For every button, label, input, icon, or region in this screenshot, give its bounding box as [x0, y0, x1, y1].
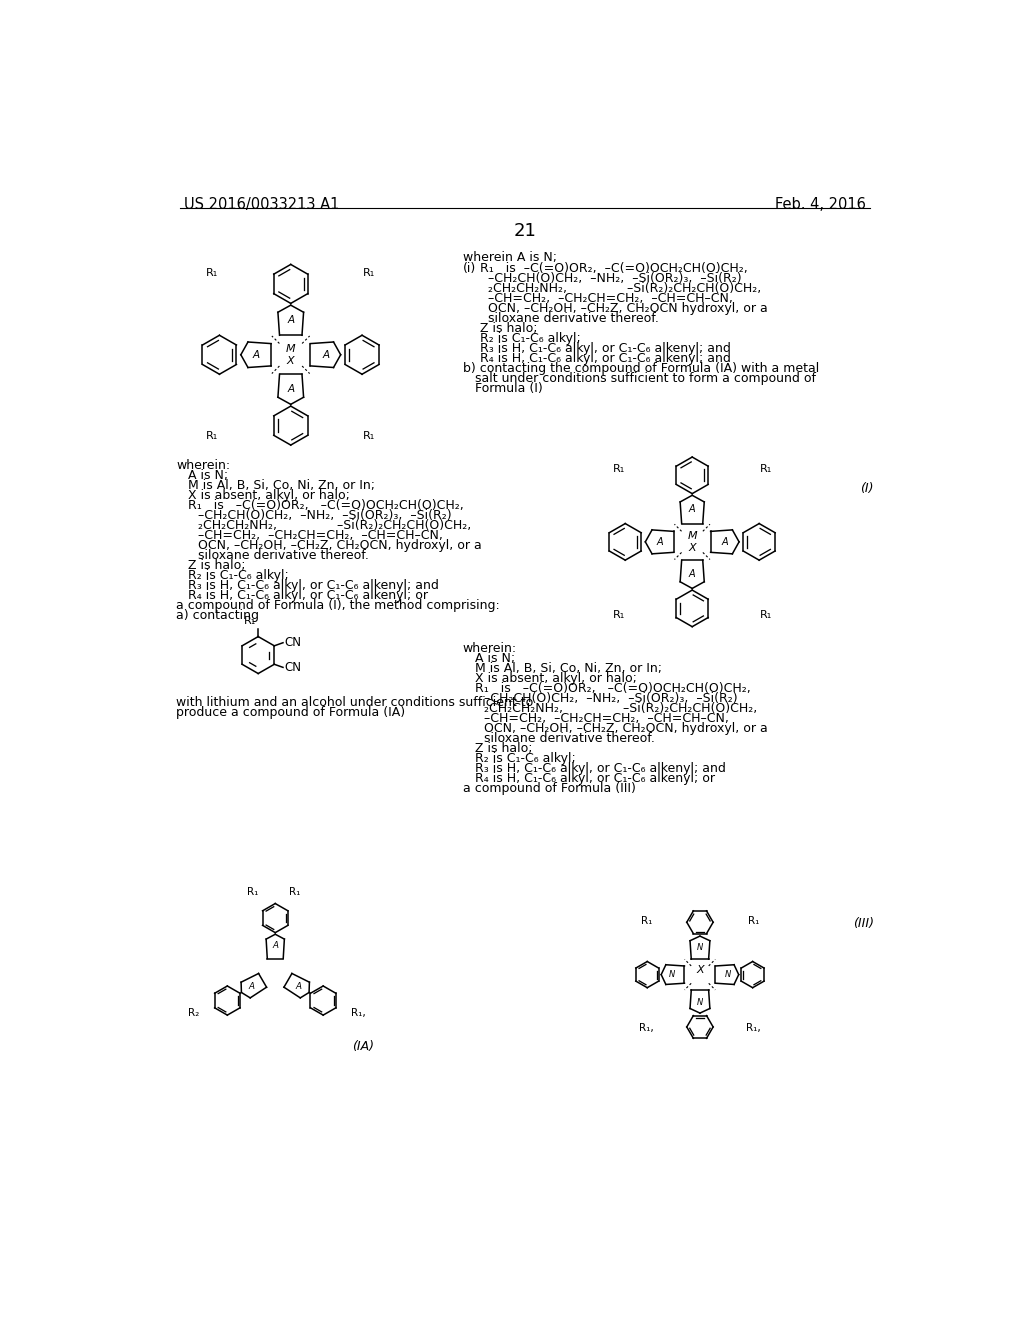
- Text: –CH₂CH(O)CH₂,  –NH₂,  –Si(OR₂)₃,  –Si(R₂): –CH₂CH(O)CH₂, –NH₂, –Si(OR₂)₃, –Si(R₂): [488, 272, 742, 285]
- Text: R₃ is H, C₁-C₆ alkyl, or C₁-C₆ alkenyl; and: R₃ is H, C₁-C₆ alkyl, or C₁-C₆ alkenyl; …: [480, 342, 731, 355]
- Text: Formula (I): Formula (I): [475, 383, 543, 396]
- Text: –CH=CH₂,  –CH₂CH=CH₂,  –CH=CH–CN,: –CH=CH₂, –CH₂CH=CH₂, –CH=CH–CN,: [488, 293, 733, 305]
- Text: siloxane derivative thereof.: siloxane derivative thereof.: [484, 733, 655, 744]
- Text: A: A: [689, 569, 695, 579]
- Text: X: X: [688, 543, 696, 553]
- Text: R₁: R₁: [289, 887, 301, 898]
- Text: wherein:: wherein:: [176, 459, 230, 471]
- Text: R₁,: R₁,: [746, 1023, 761, 1034]
- Text: 21: 21: [513, 222, 537, 239]
- Text: R₄ is H, C₁-C₆ alkyl, or C₁-C₆ alkenyl; and: R₄ is H, C₁-C₆ alkyl, or C₁-C₆ alkenyl; …: [480, 352, 731, 366]
- Text: R₄ is H, C₁-C₆ alkyl, or C₁-C₆ alkenyl; or: R₄ is H, C₁-C₆ alkyl, or C₁-C₆ alkenyl; …: [475, 772, 715, 785]
- Text: A is N;: A is N;: [475, 652, 515, 665]
- Text: a) contacting: a) contacting: [176, 609, 259, 622]
- Text: R₁: R₁: [748, 916, 760, 927]
- Text: R₂ is C₁-C₆ alkyl;: R₂ is C₁-C₆ alkyl;: [475, 752, 575, 766]
- Text: CN: CN: [285, 636, 301, 649]
- Text: OCN, –CH₂OH, –CH₂Z, CH₂OCN hydroxyl, or a: OCN, –CH₂OH, –CH₂Z, CH₂OCN hydroxyl, or …: [488, 302, 768, 315]
- Text: A: A: [287, 384, 294, 395]
- Text: R₃ is H, C₁-C₆ alkyl, or C₁-C₆ alkenyl; and: R₃ is H, C₁-C₆ alkyl, or C₁-C₆ alkenyl; …: [188, 579, 439, 591]
- Text: M: M: [687, 531, 697, 541]
- Text: R₁   is  –C(=O)OR₂,  –C(=O)OCH₂CH(O)CH₂,: R₁ is –C(=O)OR₂, –C(=O)OCH₂CH(O)CH₂,: [480, 261, 748, 275]
- Text: R₁: R₁: [206, 432, 218, 441]
- Text: (III): (III): [853, 917, 873, 929]
- Text: A: A: [252, 350, 259, 360]
- Text: a compound of Formula (I), the method comprising:: a compound of Formula (I), the method co…: [176, 599, 500, 612]
- Text: A: A: [272, 941, 279, 950]
- Text: A: A: [296, 982, 302, 991]
- Text: a compound of Formula (III): a compound of Formula (III): [463, 781, 636, 795]
- Text: wherein A is N;: wherein A is N;: [463, 251, 557, 264]
- Text: R₁: R₁: [612, 463, 625, 474]
- Text: N: N: [696, 998, 703, 1007]
- Text: –CH₂CH(O)CH₂,  –NH₂,  –Si(OR₂)₃,  –Si(R₂): –CH₂CH(O)CH₂, –NH₂, –Si(OR₂)₃, –Si(R₂): [484, 692, 738, 705]
- Text: –CH₂CH(O)CH₂,  –NH₂,  –Si(OR₂)₃,  –Si(R₂): –CH₂CH(O)CH₂, –NH₂, –Si(OR₂)₃, –Si(R₂): [198, 508, 452, 521]
- Text: ₂CH₂CH₂NH₂,               –Si(R₂)₂CH₂CH(O)CH₂,: ₂CH₂CH₂NH₂, –Si(R₂)₂CH₂CH(O)CH₂,: [198, 519, 471, 532]
- Text: R₁: R₁: [247, 887, 258, 898]
- Text: N: N: [670, 970, 676, 979]
- Text: R₁: R₁: [206, 268, 218, 279]
- Text: Z is halo;: Z is halo;: [480, 322, 538, 335]
- Text: siloxane derivative thereof.: siloxane derivative thereof.: [488, 313, 659, 326]
- Text: Z is halo;: Z is halo;: [188, 558, 246, 572]
- Text: M is Al, B, Si, Co, Ni, Zn, or In;: M is Al, B, Si, Co, Ni, Zn, or In;: [475, 663, 663, 675]
- Text: X is absent, alkyl, or halo;: X is absent, alkyl, or halo;: [475, 672, 637, 685]
- Text: R₁: R₁: [760, 463, 772, 474]
- Text: Z is halo;: Z is halo;: [475, 742, 532, 755]
- Text: (I): (I): [860, 482, 873, 495]
- Text: X: X: [696, 965, 703, 975]
- Text: produce a compound of Formula (IA): produce a compound of Formula (IA): [176, 706, 406, 719]
- Text: R₂ is C₁-C₆ alkyl;: R₂ is C₁-C₆ alkyl;: [188, 569, 289, 582]
- Text: R₁: R₁: [364, 432, 376, 441]
- Text: A is N;: A is N;: [188, 469, 228, 482]
- Text: (IA): (IA): [352, 1040, 375, 1053]
- Text: CN: CN: [285, 661, 301, 675]
- Text: X: X: [287, 356, 295, 366]
- Text: A: A: [689, 504, 695, 515]
- Text: A: A: [287, 315, 294, 325]
- Text: ₂CH₂CH₂NH₂,               –Si(R₂)₂CH₂CH(O)CH₂,: ₂CH₂CH₂NH₂, –Si(R₂)₂CH₂CH(O)CH₂,: [484, 702, 758, 715]
- Text: R₁,: R₁,: [351, 1008, 367, 1018]
- Text: –CH=CH₂,  –CH₂CH=CH₂,  –CH=CH–CN,: –CH=CH₂, –CH₂CH=CH₂, –CH=CH–CN,: [484, 711, 729, 725]
- Text: (i): (i): [463, 261, 476, 275]
- Text: OCN, –CH₂OH, –CH₂Z, CH₂OCN, hydroxyl, or a: OCN, –CH₂OH, –CH₂Z, CH₂OCN, hydroxyl, or…: [484, 722, 768, 735]
- Text: salt under conditions sufficient to form a compound of: salt under conditions sufficient to form…: [475, 372, 816, 385]
- Text: X is absent, alkyl, or halo;: X is absent, alkyl, or halo;: [188, 488, 350, 502]
- Text: R₁: R₁: [612, 610, 625, 620]
- Text: –CH=CH₂,  –CH₂CH=CH₂,  –CH=CH–CN,: –CH=CH₂, –CH₂CH=CH₂, –CH=CH–CN,: [198, 529, 442, 541]
- Text: R₁,: R₁,: [639, 1023, 653, 1034]
- Text: N: N: [696, 942, 703, 952]
- Text: R₁: R₁: [641, 916, 652, 927]
- Text: R₃ is H, C₁-C₆ alkyl, or C₁-C₆ alkenyl; and: R₃ is H, C₁-C₆ alkyl, or C₁-C₆ alkenyl; …: [475, 762, 726, 775]
- Text: R₁   is   –C(=O)OR₂,   –C(=O)OCH₂CH(O)CH₂,: R₁ is –C(=O)OR₂, –C(=O)OCH₂CH(O)CH₂,: [188, 499, 464, 512]
- Text: R₁: R₁: [364, 268, 376, 279]
- Text: R₁   is   –C(=O)OR₂,   –C(=O)OCH₂CH(O)CH₂,: R₁ is –C(=O)OR₂, –C(=O)OCH₂CH(O)CH₂,: [475, 682, 751, 696]
- Text: R₄ is H, C₁-C₆ alkyl, or C₁-C₆ alkenyl; or: R₄ is H, C₁-C₆ alkyl, or C₁-C₆ alkenyl; …: [188, 589, 428, 602]
- Text: R₁: R₁: [245, 616, 257, 626]
- Text: R₂ is C₁-C₆ alkyl;: R₂ is C₁-C₆ alkyl;: [480, 333, 581, 346]
- Text: with lithium and an alcohol under conditions sufficient to: with lithium and an alcohol under condit…: [176, 696, 534, 709]
- Text: US 2016/0033213 A1: US 2016/0033213 A1: [183, 197, 339, 213]
- Text: siloxane derivative thereof.: siloxane derivative thereof.: [198, 549, 369, 562]
- Text: Feb. 4, 2016: Feb. 4, 2016: [775, 197, 866, 213]
- Text: A: A: [323, 350, 330, 360]
- Text: OCN, –CH₂OH, –CH₂Z, CH₂OCN, hydroxyl, or a: OCN, –CH₂OH, –CH₂Z, CH₂OCN, hydroxyl, or…: [198, 539, 481, 552]
- Text: M is Al, B, Si, Co, Ni, Zn, or In;: M is Al, B, Si, Co, Ni, Zn, or In;: [188, 479, 376, 492]
- Text: A: A: [249, 982, 255, 991]
- Text: R₁: R₁: [760, 610, 772, 620]
- Text: A: A: [722, 537, 728, 546]
- Text: M: M: [286, 343, 296, 354]
- Text: N: N: [724, 970, 731, 979]
- Text: wherein:: wherein:: [463, 642, 517, 655]
- Text: ₂CH₂CH₂NH₂,               –Si(R₂)₂CH₂CH(O)CH₂,: ₂CH₂CH₂NH₂, –Si(R₂)₂CH₂CH(O)CH₂,: [488, 282, 762, 296]
- Text: b) contacting the compound of Formula (IA) with a metal: b) contacting the compound of Formula (I…: [463, 363, 819, 375]
- Text: A: A: [656, 537, 663, 546]
- Text: R₂: R₂: [187, 1008, 199, 1018]
